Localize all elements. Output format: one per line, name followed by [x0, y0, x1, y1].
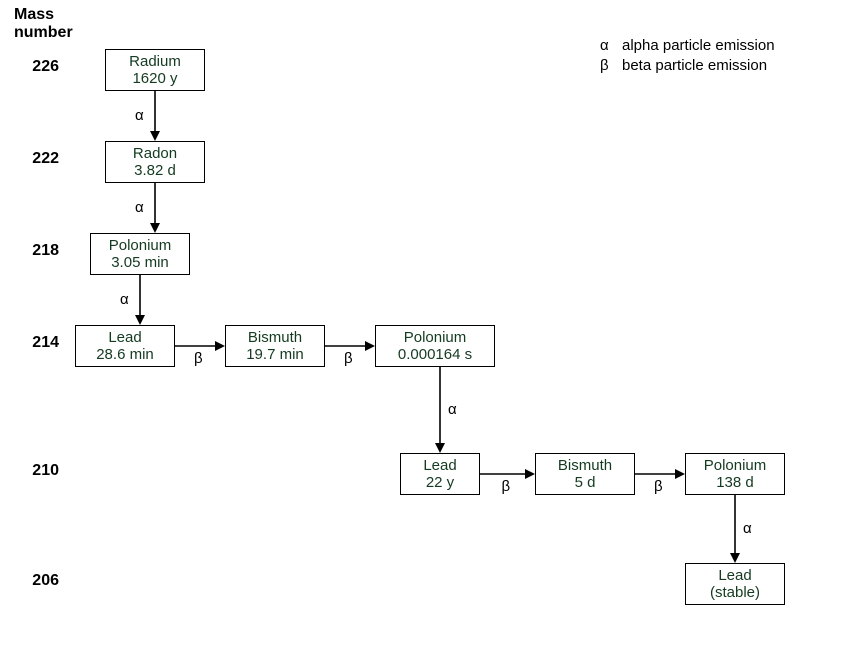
- edge-label-beta: β: [654, 478, 663, 495]
- edge-label-alpha: α: [743, 520, 752, 537]
- edge-label-alpha: α: [135, 199, 144, 216]
- decay-chain-diagram: { "header": { "text": "Mass\nnumber", "x…: [0, 0, 850, 660]
- legend-text: beta particle emission: [622, 56, 767, 76]
- mass-label-218: 218: [32, 242, 59, 260]
- node-halflife: 1620 y: [132, 70, 177, 87]
- edge-label-beta: β: [194, 350, 203, 367]
- edge-label-beta: β: [502, 478, 511, 495]
- node-po214: Polonium0.000164 s: [375, 325, 495, 367]
- mass-label-226: 226: [32, 58, 59, 76]
- node-halflife: 3.82 d: [134, 162, 176, 179]
- node-pb214: Lead28.6 min: [75, 325, 175, 367]
- node-rn222: Radon3.82 d: [105, 141, 205, 183]
- node-name: Polonium: [109, 237, 172, 254]
- node-halflife: 0.000164 s: [398, 346, 472, 363]
- mass-label-206: 206: [32, 572, 59, 590]
- node-halflife: (stable): [710, 584, 760, 601]
- node-halflife: 22 y: [426, 474, 454, 491]
- legend-row: αalpha particle emission: [600, 36, 775, 56]
- legend-row: βbeta particle emission: [600, 56, 775, 76]
- node-ra226: Radium1620 y: [105, 49, 205, 91]
- node-halflife: 28.6 min: [96, 346, 154, 363]
- legend: αalpha particle emissionβbeta particle e…: [600, 36, 775, 75]
- node-pb206: Lead(stable): [685, 563, 785, 605]
- node-name: Polonium: [404, 329, 467, 346]
- node-name: Lead: [423, 457, 456, 474]
- node-name: Bismuth: [558, 457, 612, 474]
- node-halflife: 138 d: [716, 474, 754, 491]
- node-name: Radium: [129, 53, 181, 70]
- node-pb210: Lead22 y: [400, 453, 480, 495]
- node-name: Lead: [108, 329, 141, 346]
- node-halflife: 19.7 min: [246, 346, 304, 363]
- node-name: Polonium: [704, 457, 767, 474]
- mass-number-header: Mass number: [14, 6, 73, 43]
- node-halflife: 5 d: [575, 474, 596, 491]
- node-bi210: Bismuth5 d: [535, 453, 635, 495]
- node-name: Bismuth: [248, 329, 302, 346]
- mass-label-210: 210: [32, 462, 59, 480]
- mass-label-214: 214: [32, 334, 59, 352]
- node-bi214: Bismuth19.7 min: [225, 325, 325, 367]
- legend-symbol: α: [600, 36, 622, 56]
- node-po210: Polonium138 d: [685, 453, 785, 495]
- edge-label-beta: β: [344, 350, 353, 367]
- legend-text: alpha particle emission: [622, 36, 775, 56]
- legend-symbol: β: [600, 56, 622, 76]
- node-name: Radon: [133, 145, 177, 162]
- node-name: Lead: [718, 567, 751, 584]
- node-halflife: 3.05 min: [111, 254, 169, 271]
- edge-label-alpha: α: [135, 107, 144, 124]
- edge-label-alpha: α: [120, 291, 129, 308]
- node-po218: Polonium3.05 min: [90, 233, 190, 275]
- mass-label-222: 222: [32, 150, 59, 168]
- edge-label-alpha: α: [448, 401, 457, 418]
